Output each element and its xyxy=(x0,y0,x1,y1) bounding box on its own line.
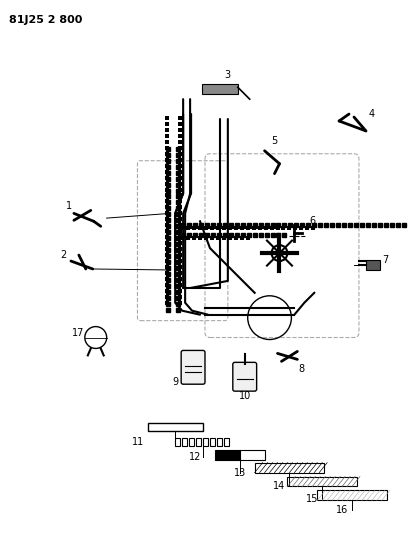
Text: 5: 5 xyxy=(272,136,278,146)
Text: 81J25 2 800: 81J25 2 800 xyxy=(9,15,83,25)
Bar xyxy=(175,438,180,446)
Text: 13: 13 xyxy=(234,467,246,478)
Bar xyxy=(366,260,380,270)
Text: 12: 12 xyxy=(189,451,201,462)
Bar xyxy=(203,438,208,446)
Bar xyxy=(189,438,194,446)
FancyBboxPatch shape xyxy=(181,350,205,384)
Bar xyxy=(182,438,187,446)
Text: 11: 11 xyxy=(133,437,144,447)
Text: 6: 6 xyxy=(309,216,315,227)
Text: 9: 9 xyxy=(172,377,178,387)
Text: 4: 4 xyxy=(369,109,375,119)
Bar xyxy=(202,84,238,94)
Bar xyxy=(217,438,222,446)
Text: 1: 1 xyxy=(66,201,72,212)
Bar xyxy=(255,463,324,473)
Bar xyxy=(224,438,229,446)
Text: 17: 17 xyxy=(72,328,84,337)
FancyBboxPatch shape xyxy=(233,362,256,391)
Bar xyxy=(240,450,265,459)
Text: 16: 16 xyxy=(336,505,348,515)
Text: 2: 2 xyxy=(60,250,66,260)
Circle shape xyxy=(272,245,288,261)
Bar xyxy=(288,477,357,487)
Bar xyxy=(317,490,387,500)
Text: 14: 14 xyxy=(273,481,285,490)
Text: 3: 3 xyxy=(225,70,231,80)
Bar xyxy=(196,438,201,446)
Text: 15: 15 xyxy=(306,495,319,504)
Text: 10: 10 xyxy=(238,391,251,401)
Bar xyxy=(210,438,215,446)
Bar xyxy=(148,423,203,431)
Text: 8: 8 xyxy=(298,364,304,374)
Bar xyxy=(215,450,240,459)
Text: 7: 7 xyxy=(383,255,389,265)
